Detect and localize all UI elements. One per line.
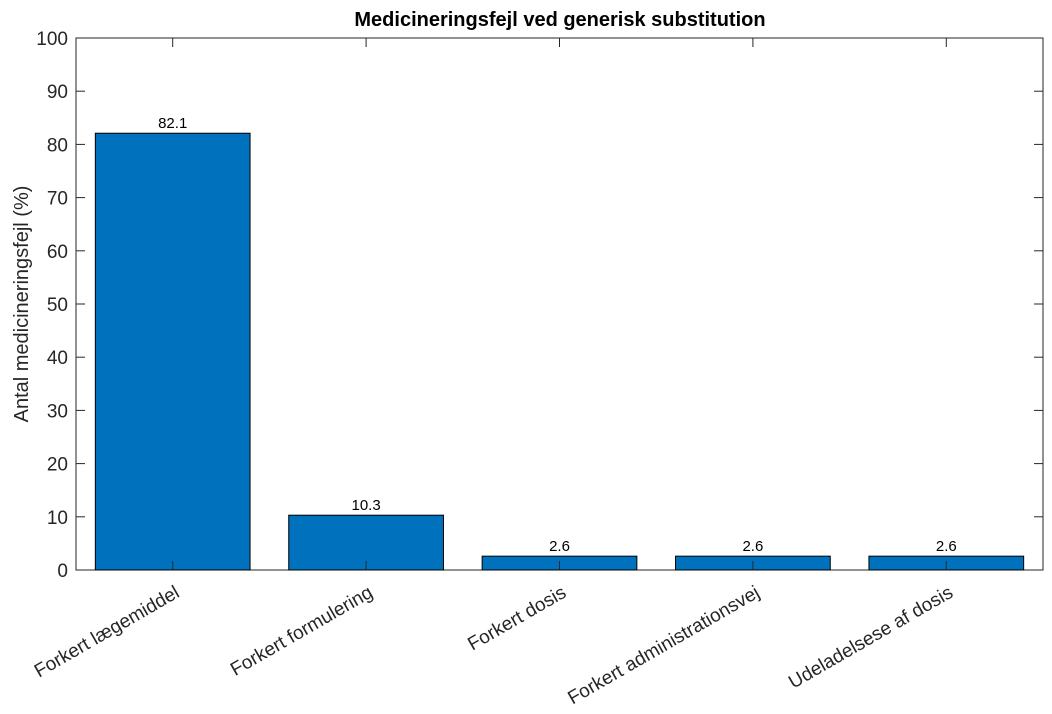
y-tick-label: 60 [47, 242, 68, 263]
y-tick-label: 30 [47, 401, 68, 422]
x-category-label: Forkert administrationsvej [565, 582, 764, 709]
data-label: 10.3 [351, 497, 380, 514]
y-tick-label: 50 [47, 295, 68, 316]
bar [288, 514, 444, 571]
y-tick-label: 20 [47, 455, 68, 476]
plot-area: 0 10 20 30 40 50 60 70 80 90 100 82.1 Forkert lægemi… [31, 29, 1044, 709]
x-category-label: Forkert lægemiddel [31, 582, 183, 682]
data-label: 2.6 [936, 538, 957, 555]
y-tick-label: 90 [47, 82, 68, 103]
chart-title: Medicineringsfejl ved generisk substitut… [354, 9, 765, 31]
y-axis-label: Antal medicineringsfejl (%) [11, 186, 33, 423]
data-label: 82.1 [158, 115, 187, 132]
y-tick-label: 100 [36, 29, 68, 50]
data-label: 2.6 [742, 538, 763, 555]
x-category-label: Forkert formulering [227, 582, 376, 680]
y-tick-label: 40 [47, 348, 68, 369]
y-tick-label: 70 [47, 189, 68, 210]
bar [94, 132, 251, 571]
y-tick-label: 80 [47, 135, 68, 156]
x-category-label: Udeladelsese af dosis [785, 582, 956, 693]
y-tick-label: 10 [47, 508, 68, 529]
x-category-label: Forkert dosis [464, 582, 570, 655]
data-label: 2.6 [549, 538, 570, 555]
y-tick-label: 0 [57, 561, 68, 582]
